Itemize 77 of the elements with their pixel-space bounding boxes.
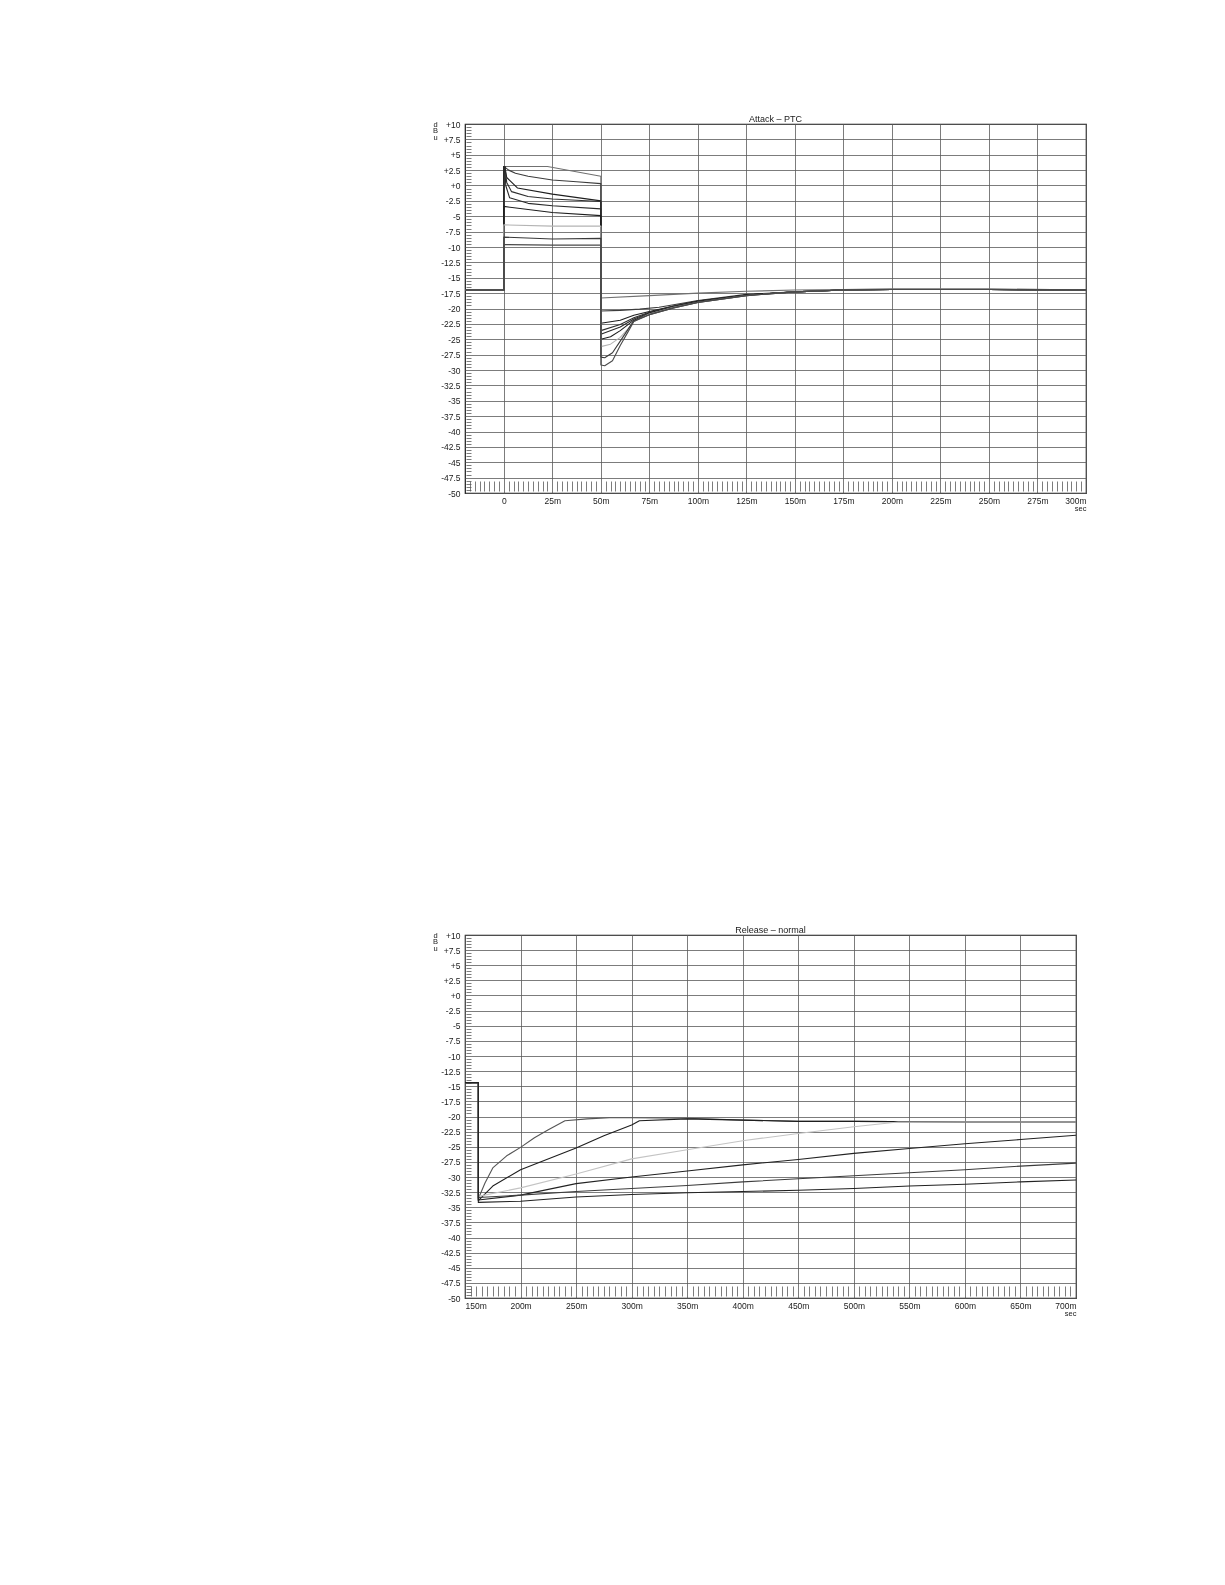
y-tick-label: -20 <box>448 1112 461 1122</box>
x-tick-label: 50m <box>593 495 610 506</box>
y-tick-label: -12.5 <box>441 1066 461 1077</box>
y-tick-label: -47.5 <box>441 1278 461 1289</box>
y-tick-label: -35 <box>448 396 461 407</box>
y-tick-label: -7.5 <box>445 227 461 238</box>
x-tick-label: 650m <box>1010 1300 1032 1311</box>
x-tick-label: 200m <box>510 1300 532 1311</box>
x-tick-label: 225m <box>930 495 952 506</box>
y-tick-label: +7.5 <box>443 134 461 145</box>
y-tick-label: +10 <box>446 119 461 130</box>
x-tick-label: 250m <box>978 495 1001 506</box>
x-tick-label: 25m <box>544 495 562 506</box>
y-tick-label: -32.5 <box>441 380 461 391</box>
x-tick-label: 550m <box>899 1300 921 1311</box>
x-tick-label: 125m <box>736 495 758 506</box>
x-tick-label: 275m <box>1027 495 1049 506</box>
y-tick-label: -37.5 <box>441 1217 461 1228</box>
y-tick-label: -42.5 <box>441 442 461 453</box>
y-tick-label: -42.5 <box>441 1248 461 1259</box>
y-tick-label: +0 <box>450 991 461 1001</box>
y-tick-label: -32.5 <box>441 1187 461 1198</box>
chart-title: Attack – PTC <box>748 114 803 124</box>
y-tick-label: -40 <box>448 1233 461 1243</box>
y-tick-label: +5 <box>450 150 461 161</box>
y-tick-label: -12.5 <box>441 257 461 268</box>
y-tick-label: -30 <box>448 1172 461 1183</box>
y-tick-label: -45 <box>448 1263 461 1274</box>
y-tick-label: -35 <box>448 1202 461 1213</box>
y-tick-label: -27.5 <box>441 350 461 361</box>
y-tick-label: -10 <box>448 242 461 253</box>
x-tick-label: 150m <box>465 1300 487 1311</box>
y-tick-label: -2.5 <box>445 1006 461 1017</box>
chart-title: Release – normal <box>735 925 806 935</box>
x-tick-label: 300m <box>621 1300 643 1311</box>
y-tick-label: +0 <box>450 181 461 191</box>
x-tick-label: 500m <box>843 1300 865 1311</box>
x-tick-label: 100m <box>687 495 710 506</box>
y-tick-label: -27.5 <box>441 1157 461 1168</box>
y-tick-label: +2.5 <box>443 975 461 986</box>
y-tick-label: +10 <box>446 930 461 941</box>
x-tick-label: 400m <box>732 1300 754 1311</box>
x-tick-label: 450m <box>788 1300 810 1311</box>
x-tick-label: 700m <box>1055 1300 1077 1311</box>
y-tick-label: -50 <box>448 1293 461 1304</box>
y-tick-label: -25 <box>448 334 461 345</box>
y-tick-label: +2.5 <box>443 165 461 176</box>
y-tick-label: -47.5 <box>441 473 461 484</box>
y-tick-label: -5 <box>452 211 461 222</box>
x-tick-label: 175m <box>833 495 855 506</box>
x-tick-label: 250m <box>565 1300 588 1311</box>
y-tick-label: -20 <box>448 304 461 314</box>
x-tick-label: 600m <box>954 1300 977 1311</box>
x-tick-label: 150m <box>784 495 807 506</box>
y-tick-label: +5 <box>450 960 461 971</box>
y-tick-label: -2.5 <box>445 196 461 207</box>
y-tick-label: -40 <box>448 427 461 437</box>
x-tick-label: 200m <box>881 495 904 506</box>
y-tick-label: -17.5 <box>441 288 461 299</box>
y-tick-label: -15 <box>448 1081 461 1092</box>
y-tick-label: -7.5 <box>445 1036 461 1047</box>
y-tick-label: -22.5 <box>441 1127 461 1138</box>
y-tick-label: -5 <box>452 1021 461 1032</box>
x-tick-label: 300m <box>1065 495 1087 506</box>
y-tick-label: -10 <box>448 1051 461 1062</box>
y-tick-label: -17.5 <box>441 1096 461 1107</box>
x-tick-label: 0 <box>501 495 507 506</box>
y-tick-label: -37.5 <box>441 411 461 422</box>
x-tick-label: 350m <box>677 1300 699 1311</box>
y-tick-label: -25 <box>448 1142 461 1153</box>
y-tick-label: -45 <box>448 457 461 468</box>
y-tick-label: -50 <box>448 488 461 499</box>
y-tick-label: -30 <box>448 365 461 376</box>
x-tick-label: 75m <box>641 495 659 506</box>
y-tick-label: +7.5 <box>443 945 461 956</box>
y-tick-label: -22.5 <box>441 319 461 330</box>
y-tick-label: -15 <box>448 273 461 284</box>
